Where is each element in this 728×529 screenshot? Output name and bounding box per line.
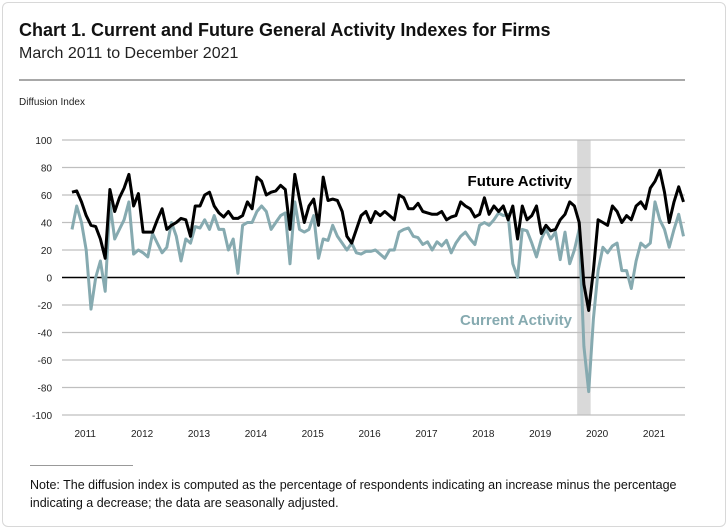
- y-tick-label: -100: [32, 411, 52, 422]
- y-tick-label: -20: [38, 301, 53, 312]
- note-divider: [30, 465, 133, 466]
- y-tick-label: -60: [38, 356, 53, 367]
- y-tick-label: 0: [46, 274, 52, 285]
- y-axis-label: Diffusion Index: [19, 97, 85, 108]
- future-activity-line: [71, 168, 685, 312]
- chart-title: Chart 1. Current and Future General Acti…: [19, 20, 551, 40]
- y-tick-label: 20: [41, 246, 53, 257]
- chart-subtitle: March 2011 to December 2021: [19, 45, 239, 62]
- x-tick-label: 2016: [358, 429, 381, 440]
- current-activity-line: [70, 200, 685, 394]
- x-tick-label: 2011: [74, 429, 96, 440]
- x-tick-label: 2014: [245, 429, 268, 440]
- x-tick-label: 2018: [472, 429, 495, 440]
- y-tick-label: 40: [41, 219, 53, 230]
- y-tick-label: 60: [41, 191, 53, 202]
- x-tick-label: 2017: [415, 429, 438, 440]
- x-tick-label: 2020: [586, 429, 609, 440]
- x-tick-label: 2015: [302, 429, 325, 440]
- current-activity-label: Current Activity: [460, 312, 573, 329]
- x-tick-label: 2021: [643, 429, 666, 440]
- future-activity-label: Future Activity: [468, 173, 573, 190]
- x-tick-label: 2012: [131, 429, 154, 440]
- chart-note: Note: The diffusion index is computed as…: [30, 478, 677, 510]
- title-divider: [19, 79, 685, 81]
- y-tick-label: 100: [35, 136, 52, 147]
- x-tick-label: 2013: [188, 429, 211, 440]
- y-tick-label: 80: [41, 164, 53, 175]
- y-tick-label: -80: [38, 384, 53, 395]
- x-tick-label: 2019: [529, 429, 552, 440]
- y-tick-label: -40: [38, 329, 53, 340]
